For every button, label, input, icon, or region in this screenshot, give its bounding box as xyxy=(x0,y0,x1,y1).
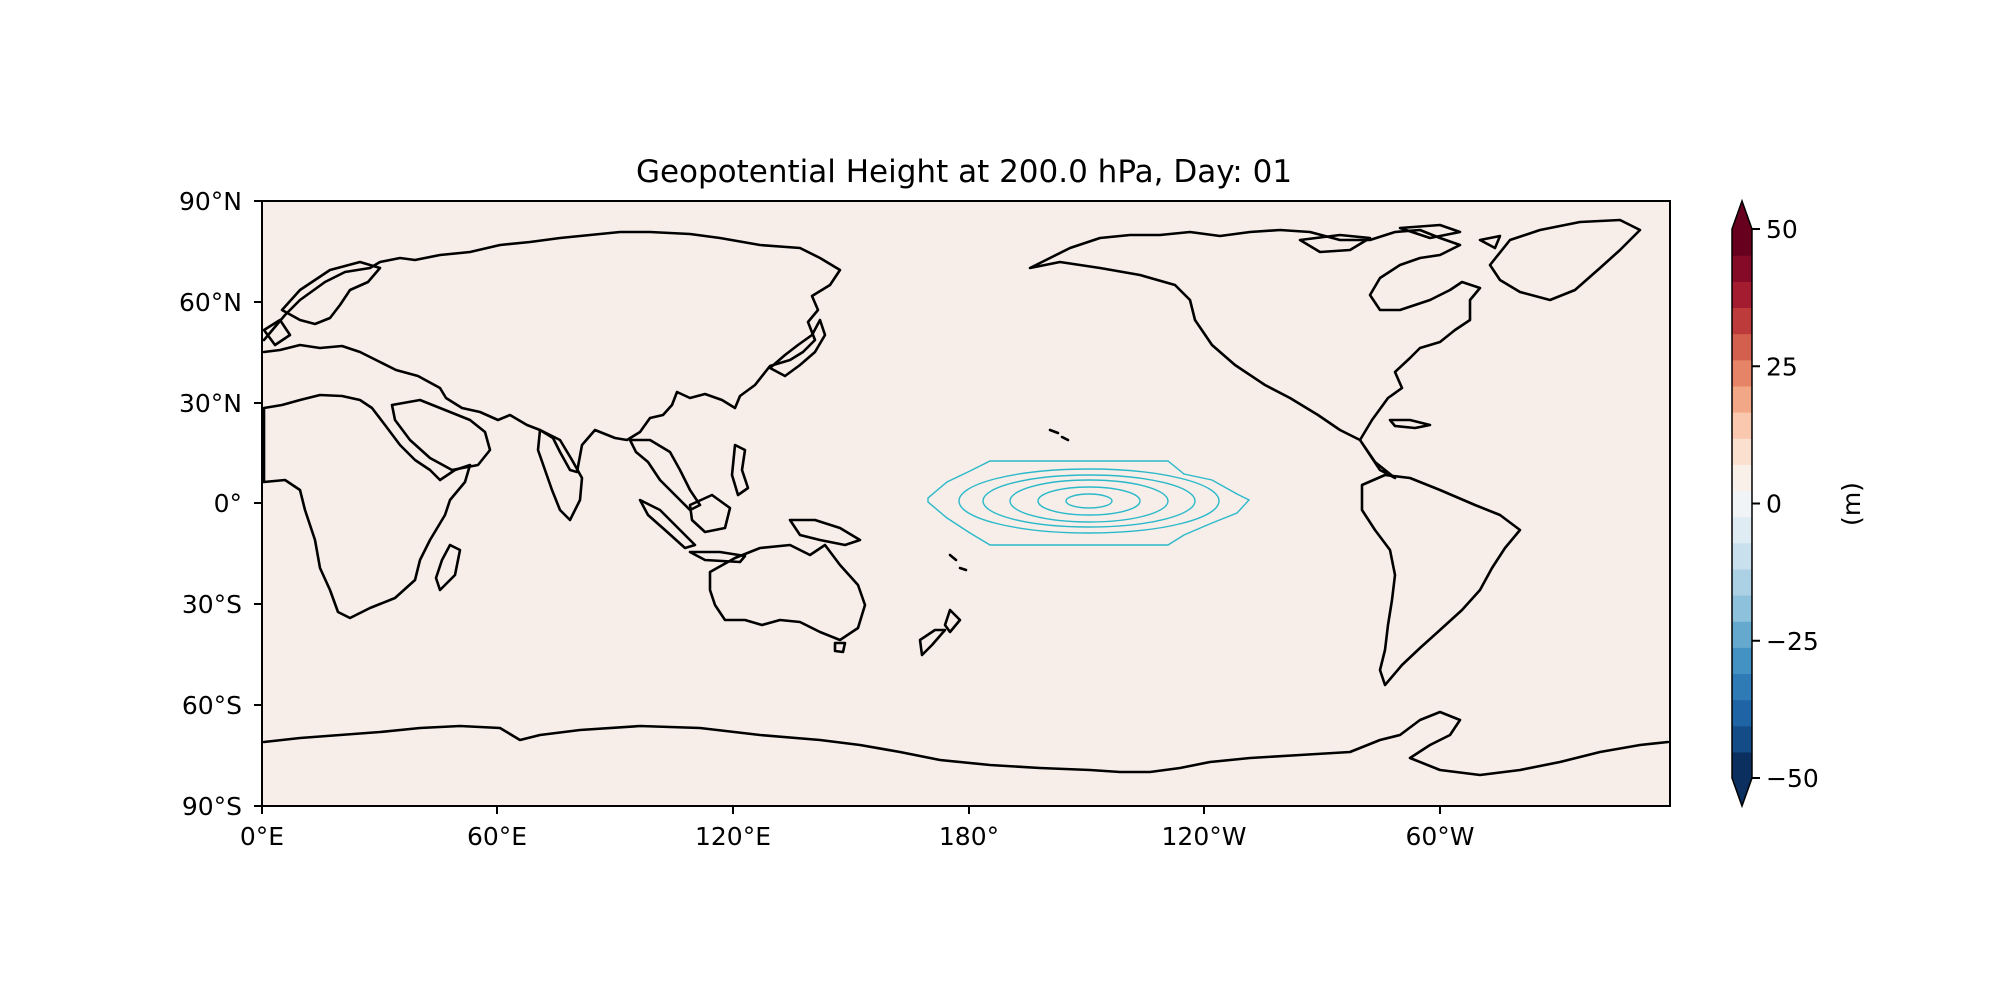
colorbar-tick-label: 50 xyxy=(1766,215,1798,244)
colorbar-segment xyxy=(1732,725,1752,753)
colorbar-segment xyxy=(1732,751,1752,779)
lat-tick-label: 30°N xyxy=(179,389,242,418)
contour-outer xyxy=(927,460,1251,546)
colorbar-segment xyxy=(1732,438,1752,465)
colorbar-segment xyxy=(1732,542,1752,570)
coastline-caribbean xyxy=(1388,418,1432,430)
colorbar-tick-label: 25 xyxy=(1766,352,1798,381)
colorbar-segment xyxy=(1732,568,1752,596)
colorbar-label: (m) xyxy=(1837,482,1866,526)
colorbar-segment xyxy=(1732,385,1752,413)
lat-tick-label: 60°N xyxy=(179,288,242,317)
colorbar-tick-label: −50 xyxy=(1766,764,1819,793)
lat-tick-label: 90°N xyxy=(179,187,242,216)
coastline-japan xyxy=(768,318,827,378)
lon-tick-label: 180° xyxy=(939,822,999,851)
colorbar-tick-label: 0 xyxy=(1766,490,1782,519)
coastline-sumatra xyxy=(638,498,697,550)
coastline-philippines xyxy=(730,443,750,497)
colorbar-segment xyxy=(1732,464,1752,492)
colorbar-segment xyxy=(1732,490,1752,518)
coastline-south-america xyxy=(1360,473,1522,687)
colorbar-segment xyxy=(1732,281,1752,309)
colorbar-segment xyxy=(1732,229,1752,256)
lon-tick-label: 60°E xyxy=(467,822,527,851)
coastline-north-america xyxy=(1028,228,1482,480)
contour-2 xyxy=(958,468,1220,534)
map-background xyxy=(262,201,1670,806)
coastline-eurasia xyxy=(262,230,842,474)
colorbar-segment xyxy=(1732,673,1752,701)
lon-tick-label: 120°W xyxy=(1162,822,1247,851)
coastlines xyxy=(262,218,1670,777)
colorbar-extend-top xyxy=(1732,201,1752,229)
coastline-australia xyxy=(708,543,867,642)
coastline-africa xyxy=(262,393,472,620)
lon-tick-label: 120°E xyxy=(695,822,771,851)
lat-tick-label: 0° xyxy=(214,489,242,518)
coastline-india xyxy=(536,428,584,522)
coastline-borneo xyxy=(688,493,732,534)
coastline-antarctica xyxy=(262,710,1670,777)
contour-4 xyxy=(1009,479,1169,523)
colorbar-segment xyxy=(1732,621,1752,648)
colorbar-segment xyxy=(1732,595,1752,622)
colorbar-segment xyxy=(1732,333,1752,361)
contour-5 xyxy=(1037,486,1141,516)
coastline-seasia xyxy=(628,438,702,512)
lon-ticks: 0°E 60°E 120°E 180° 120°W 60°W xyxy=(240,806,1475,851)
lat-ticks: 90°N 60°N 30°N 0° 30°S 60°S 90°S xyxy=(179,187,262,821)
coastline-arctic-islands xyxy=(1298,223,1502,254)
coastline-uk xyxy=(262,318,292,347)
coastline-greenland xyxy=(1488,218,1642,302)
colorbar-segment xyxy=(1732,412,1752,439)
map-title: Geopotential Height at 200.0 hPa, Day: 0… xyxy=(636,154,1292,190)
colorbar-segments xyxy=(1732,229,1752,779)
coastline-arabia xyxy=(390,398,492,472)
colorbar-segment xyxy=(1732,359,1752,387)
anomaly-contours xyxy=(927,460,1251,546)
coastline-newzealand xyxy=(918,608,962,657)
colorbar-ticks: 50 25 0 −25 −50 xyxy=(1752,215,1819,793)
coastline-tasmania xyxy=(833,641,847,654)
coastline-java xyxy=(688,550,747,564)
lat-tick-label: 30°S xyxy=(182,590,242,619)
colorbar-segment xyxy=(1732,516,1752,544)
colorbar-segment xyxy=(1732,699,1752,727)
colorbar-segment xyxy=(1732,255,1752,282)
coastline-scandinavia xyxy=(280,260,382,326)
coastline-pacific-isle xyxy=(948,553,968,572)
colorbar-tick-label: −25 xyxy=(1766,627,1819,656)
colorbar-segment xyxy=(1732,307,1752,335)
colorbar-extend-bottom xyxy=(1732,778,1752,806)
contour-3 xyxy=(982,474,1196,528)
colorbar: 50 25 0 −25 −50 (m) xyxy=(1731,198,1866,809)
coastline-newguinea xyxy=(788,518,862,547)
contour-6 xyxy=(1065,493,1113,509)
coastline-madagascar xyxy=(434,543,462,592)
lat-tick-label: 60°S xyxy=(182,691,242,720)
lon-tick-label: 60°W xyxy=(1405,822,1474,851)
colorbar-segment xyxy=(1732,647,1752,675)
lon-tick-label: 0°E xyxy=(240,822,284,851)
coastline-hawaii xyxy=(1048,428,1070,442)
lat-tick-label: 90°S xyxy=(182,792,242,821)
